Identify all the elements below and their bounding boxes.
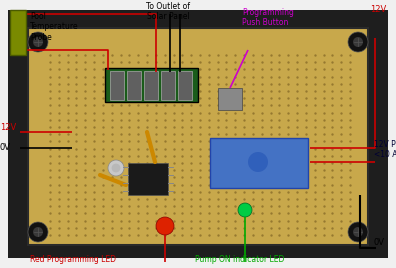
Circle shape [108,160,124,176]
Circle shape [353,37,363,47]
Circle shape [28,222,48,242]
Text: Pool
Temperature
Probe: Pool Temperature Probe [30,12,79,42]
Bar [178,71,192,100]
Text: 12V: 12V [0,124,16,132]
Bar [210,138,308,188]
Circle shape [156,217,174,235]
Circle shape [353,227,363,237]
Circle shape [28,32,48,52]
Circle shape [112,163,120,172]
Circle shape [238,203,252,217]
Circle shape [348,222,368,242]
Bar [218,88,242,110]
Text: Programming
Push Button: Programming Push Button [242,8,294,27]
Circle shape [33,37,43,47]
Bar [10,10,26,55]
Text: Red Programming LED: Red Programming LED [30,255,116,264]
Bar [110,71,124,100]
Bar [105,68,198,102]
Text: 0V: 0V [374,238,385,247]
Bar [128,163,168,195]
Circle shape [248,152,268,172]
Bar [144,71,158,100]
Text: Pump ON indicator LED: Pump ON indicator LED [195,255,284,264]
Circle shape [33,227,43,237]
Text: To Outlet of
Solar Panel: To Outlet of Solar Panel [146,2,190,21]
Bar [161,71,175,100]
Text: 0V: 0V [0,143,11,152]
Text: 12V: 12V [370,5,386,14]
Bar [28,28,368,245]
Circle shape [348,32,368,52]
Bar [127,71,141,100]
Text: 12V PUMP
<10 Amps: 12V PUMP <10 Amps [374,140,396,159]
